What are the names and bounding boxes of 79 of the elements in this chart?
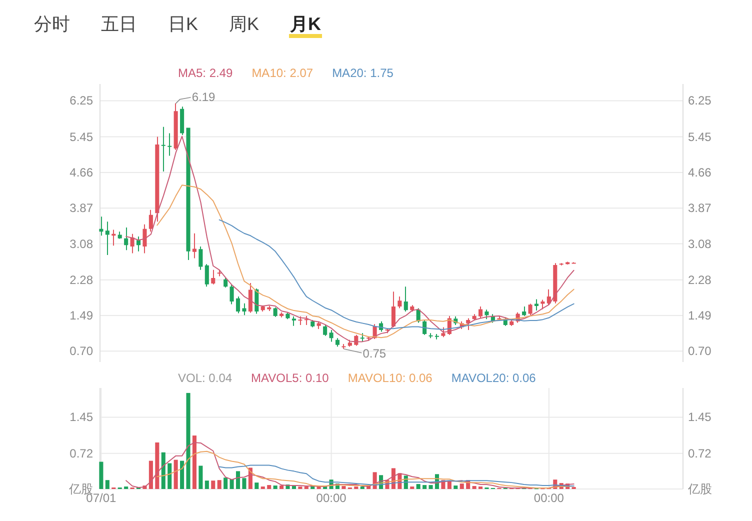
y2-tick-label: 亿股 — [687, 482, 712, 496]
bar — [242, 478, 246, 489]
text: 周K — [229, 14, 260, 34]
line-series — [156, 184, 574, 338]
bar — [267, 485, 272, 489]
bar — [186, 392, 190, 489]
bar — [180, 460, 184, 489]
bar — [280, 486, 284, 489]
bar — [472, 486, 476, 489]
bar — [198, 466, 203, 489]
bar — [230, 479, 234, 489]
text: MAVOL5: 0.10 — [251, 371, 330, 385]
text: MAVOL20: 0.06 — [451, 371, 536, 385]
candlestick — [105, 222, 110, 256]
text: MA20: 1.75 — [332, 66, 394, 80]
bar — [460, 484, 464, 489]
y-tick-label: 3.87 — [70, 201, 94, 216]
candlestick — [192, 233, 196, 258]
bar — [105, 480, 110, 489]
bar — [416, 484, 420, 489]
bar — [428, 485, 433, 489]
bar — [224, 478, 228, 489]
x-tick-label: 00:00 — [534, 491, 564, 505]
y-tick-label: 0.70 — [70, 344, 94, 358]
series-label: VOL: 0.04 — [178, 371, 232, 385]
bar — [236, 471, 240, 489]
y2-tick-label: 1.49 — [688, 308, 712, 323]
bar — [161, 452, 166, 489]
y-tick-label: 2.28 — [70, 272, 94, 287]
line-series — [126, 136, 574, 342]
text: 五日 — [101, 14, 137, 34]
text: MAVOL10: 0.06 — [348, 371, 433, 385]
candlestick — [292, 316, 296, 326]
text: 月K — [289, 14, 322, 34]
y-tick-label: 6.25 — [70, 94, 94, 108]
text: MA10: 2.07 — [252, 66, 314, 80]
y2-tick-label: 1.45 — [688, 410, 712, 424]
y2-tick-label: 3.87 — [688, 201, 712, 216]
bar — [204, 480, 209, 489]
y-tick-label: 1.49 — [70, 308, 94, 323]
candlestick — [168, 133, 172, 156]
candlestick — [118, 232, 122, 239]
x-tick-label: 00:00 — [316, 491, 347, 505]
bar — [148, 460, 153, 489]
bar — [211, 480, 216, 489]
bar — [99, 462, 104, 489]
y-tick-label: 4.66 — [70, 165, 94, 180]
text: MA5: 2.49 — [178, 66, 234, 80]
y-tick-label: 1.45 — [70, 410, 94, 424]
bar — [273, 486, 278, 489]
bar — [292, 486, 296, 489]
text: 日K — [168, 14, 198, 34]
text: 分时 — [34, 14, 70, 34]
bar — [454, 486, 458, 489]
y2-tick-label: 3.08 — [688, 236, 712, 251]
bar — [422, 485, 427, 489]
bar — [342, 486, 346, 489]
line-series — [126, 442, 574, 489]
bar — [174, 460, 178, 489]
bar — [155, 442, 160, 489]
bar — [217, 480, 222, 489]
line-series — [218, 219, 574, 330]
bar — [254, 482, 259, 489]
y-tick-label: 0.72 — [70, 446, 94, 460]
y2-tick-label: 0.72 — [688, 446, 712, 460]
y2-tick-label: 5.45 — [688, 130, 712, 144]
bar — [192, 436, 196, 489]
y-tick-label: 5.45 — [70, 130, 94, 144]
candlestick — [161, 126, 166, 172]
y2-tick-label: 6.25 — [688, 94, 712, 108]
y2-tick-label: 0.70 — [688, 344, 712, 358]
annotation: 6.19 — [192, 90, 216, 104]
line-series — [218, 464, 574, 487]
annotation: 0.75 — [362, 346, 386, 360]
bar — [168, 463, 172, 489]
y-tick-label: 亿股 — [68, 482, 93, 496]
y2-tick-label: 4.66 — [688, 165, 712, 180]
y-tick-label: 3.08 — [70, 236, 94, 251]
y2-tick-label: 2.28 — [688, 272, 712, 287]
